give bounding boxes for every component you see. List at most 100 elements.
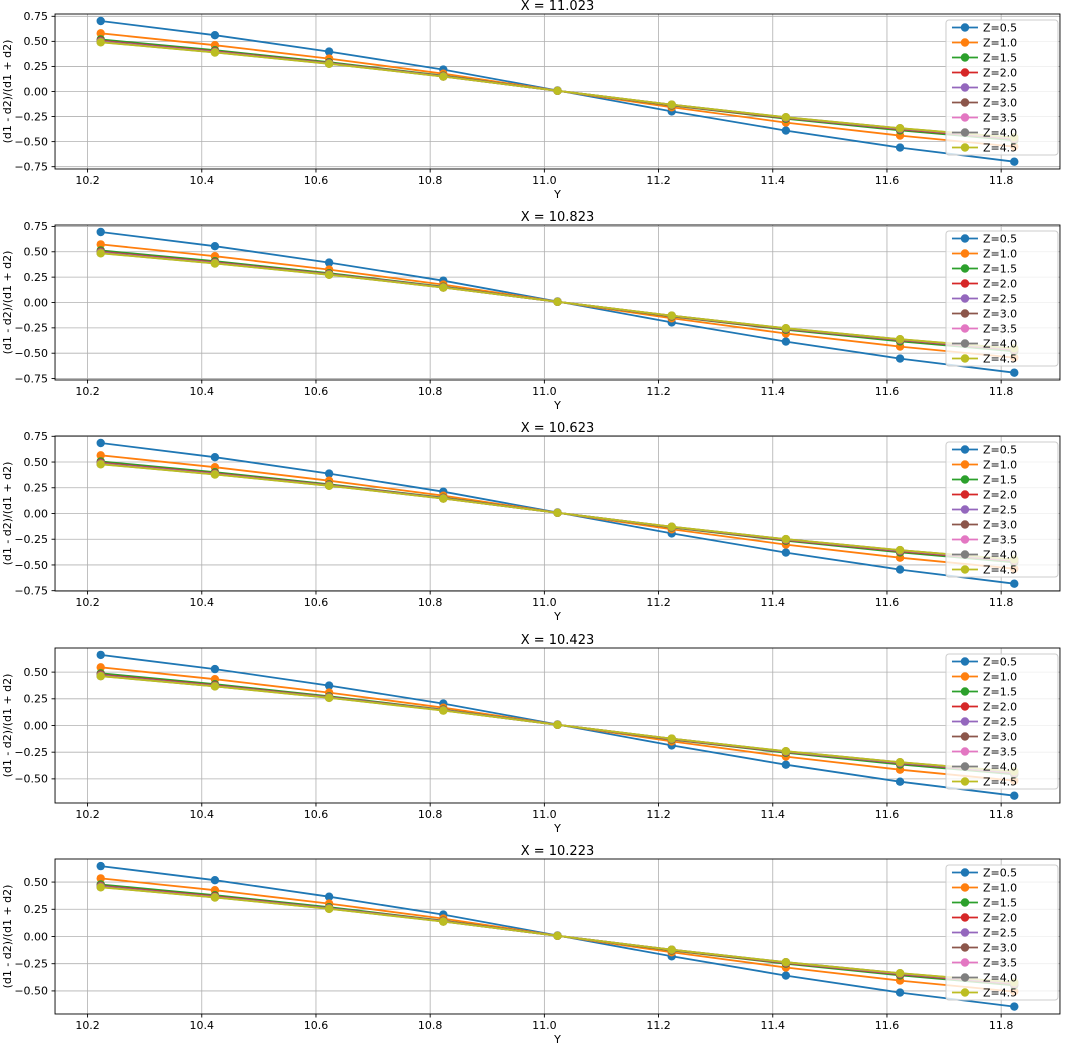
- legend-label: Z=0.5: [983, 444, 1017, 457]
- data-point-marker: [895, 565, 905, 575]
- x-tick-label: 11.0: [532, 596, 556, 609]
- legend-marker-sample: [960, 505, 970, 515]
- subplot-title: X = 11.023: [521, 0, 594, 14]
- legend-marker-sample: [960, 686, 970, 696]
- legend-marker-sample: [960, 68, 970, 77]
- legend-label: Z=4.0: [983, 549, 1017, 562]
- x-tick-label: 10.6: [304, 174, 328, 187]
- data-point-marker: [895, 354, 905, 363]
- data-point-marker: [96, 861, 105, 871]
- x-tick-label: 10.6: [304, 808, 328, 821]
- x-axis-label: Y: [553, 822, 561, 835]
- data-point-marker: [781, 535, 791, 544]
- data-point-marker: [667, 522, 676, 532]
- y-tick-label: −0.75: [14, 160, 48, 173]
- x-tick-label: 11.8: [989, 174, 1013, 187]
- legend-box: [945, 19, 1059, 156]
- x-tick-label: 11.0: [532, 385, 556, 398]
- y-tick-label: 0.50: [24, 35, 48, 48]
- y-tick-label: −0.50: [14, 984, 48, 997]
- legend-label: Z=1.5: [983, 51, 1017, 64]
- legend-label: Z=2.5: [983, 715, 1017, 728]
- legend-marker-sample: [960, 746, 970, 756]
- x-tick-label: 11.4: [761, 596, 785, 609]
- y-tick-label: −0.25: [14, 533, 48, 546]
- data-point-marker: [324, 693, 334, 702]
- legend-label: Z=2.0: [983, 911, 1017, 924]
- y-tick-label: 0.00: [24, 85, 48, 98]
- legend-marker-sample: [960, 38, 970, 47]
- legend-marker-sample: [960, 958, 970, 967]
- legend-marker-sample: [960, 883, 970, 892]
- x-tick-label: 11.6: [875, 174, 899, 187]
- data-point-marker: [553, 720, 562, 729]
- y-tick-label: −0.25: [14, 110, 48, 123]
- x-tick-label: 11.2: [646, 596, 670, 609]
- data-point-marker: [781, 746, 791, 755]
- x-tick-label: 10.8: [418, 174, 442, 187]
- legend-marker-sample: [960, 671, 970, 681]
- legend-marker-sample: [960, 339, 970, 348]
- data-point-marker: [895, 546, 905, 555]
- legend-label: Z=2.0: [983, 66, 1017, 79]
- subplot-title: X = 10.423: [521, 634, 594, 648]
- legend-marker-sample: [960, 279, 970, 288]
- x-axis-label: Y: [553, 399, 561, 412]
- data-point-marker: [324, 904, 334, 913]
- legend-label: Z=0.5: [983, 866, 1017, 879]
- legend-marker-sample: [960, 53, 970, 62]
- y-tick-label: 0.25: [24, 60, 48, 73]
- legend-marker-sample: [960, 98, 970, 107]
- x-tick-label: 11.8: [989, 596, 1013, 609]
- y-tick-label: 0.75: [24, 430, 48, 443]
- data-point-marker: [781, 548, 791, 558]
- data-point-marker: [96, 460, 105, 469]
- legend-marker-sample: [960, 973, 970, 982]
- data-point-marker: [96, 882, 105, 892]
- legend-marker-sample: [960, 294, 970, 303]
- subplot-2: 10.2 10.4 10.6 10.8 11.0 11.2 11.4 11.6 11.8 −0.7…: [1, 211, 1061, 412]
- legend-label: Z=3.5: [983, 745, 1017, 758]
- legend-marker-sample: [960, 520, 970, 530]
- data-point-marker: [439, 705, 448, 715]
- data-point-marker: [324, 47, 334, 56]
- x-axis-label: Y: [553, 610, 561, 623]
- legend-marker-sample: [960, 324, 970, 333]
- data-point-marker: [210, 453, 220, 462]
- y-tick-label: −0.25: [14, 322, 48, 335]
- legend-marker-sample: [960, 928, 970, 937]
- y-tick-label: −0.75: [14, 585, 48, 598]
- data-point-marker: [96, 873, 105, 883]
- legend-marker-sample: [960, 445, 970, 455]
- data-point-marker: [96, 29, 105, 38]
- x-tick-label: 11.0: [532, 1019, 556, 1032]
- y-tick-label: 0.25: [24, 482, 48, 495]
- legend-label: Z=4.5: [983, 141, 1017, 154]
- legend-marker-sample: [960, 776, 970, 786]
- subplot-4: 10.2 10.4 10.6 10.8 11.0 11.2 11.4 11.6 11.8 −0.5…: [1, 634, 1061, 835]
- x-tick-label: 10.4: [190, 385, 214, 398]
- data-point-marker: [781, 112, 791, 122]
- x-tick-label: 11.2: [646, 1019, 670, 1032]
- legend-label: Z=0.5: [983, 232, 1017, 245]
- data-point-marker: [553, 508, 562, 518]
- data-point-marker: [1010, 157, 1019, 166]
- legend-label: Z=2.5: [983, 292, 1017, 305]
- data-point-marker: [895, 988, 905, 997]
- y-axis-label: (d1 - d2)/(d1 + d2): [1, 673, 14, 777]
- legend-label: Z=2.0: [983, 489, 1017, 502]
- x-tick-label: 10.4: [190, 596, 214, 609]
- x-axis-label: Y: [553, 1033, 561, 1046]
- data-point-marker: [210, 664, 220, 673]
- legend-box: [945, 653, 1059, 790]
- data-point-marker: [324, 892, 334, 901]
- legend-marker-sample: [960, 988, 970, 997]
- subplot-1: 10.2 10.4 10.6 10.8 11.0 11.2 11.4 11.6 11.8 −0.7…: [1, 0, 1061, 201]
- legend-label: Z=3.5: [983, 534, 1017, 547]
- legend-marker-sample: [960, 249, 970, 258]
- legend-marker-sample: [960, 868, 970, 877]
- data-point-marker: [895, 777, 905, 786]
- x-tick-label: 11.4: [761, 385, 785, 398]
- legend-label: Z=3.0: [983, 519, 1017, 532]
